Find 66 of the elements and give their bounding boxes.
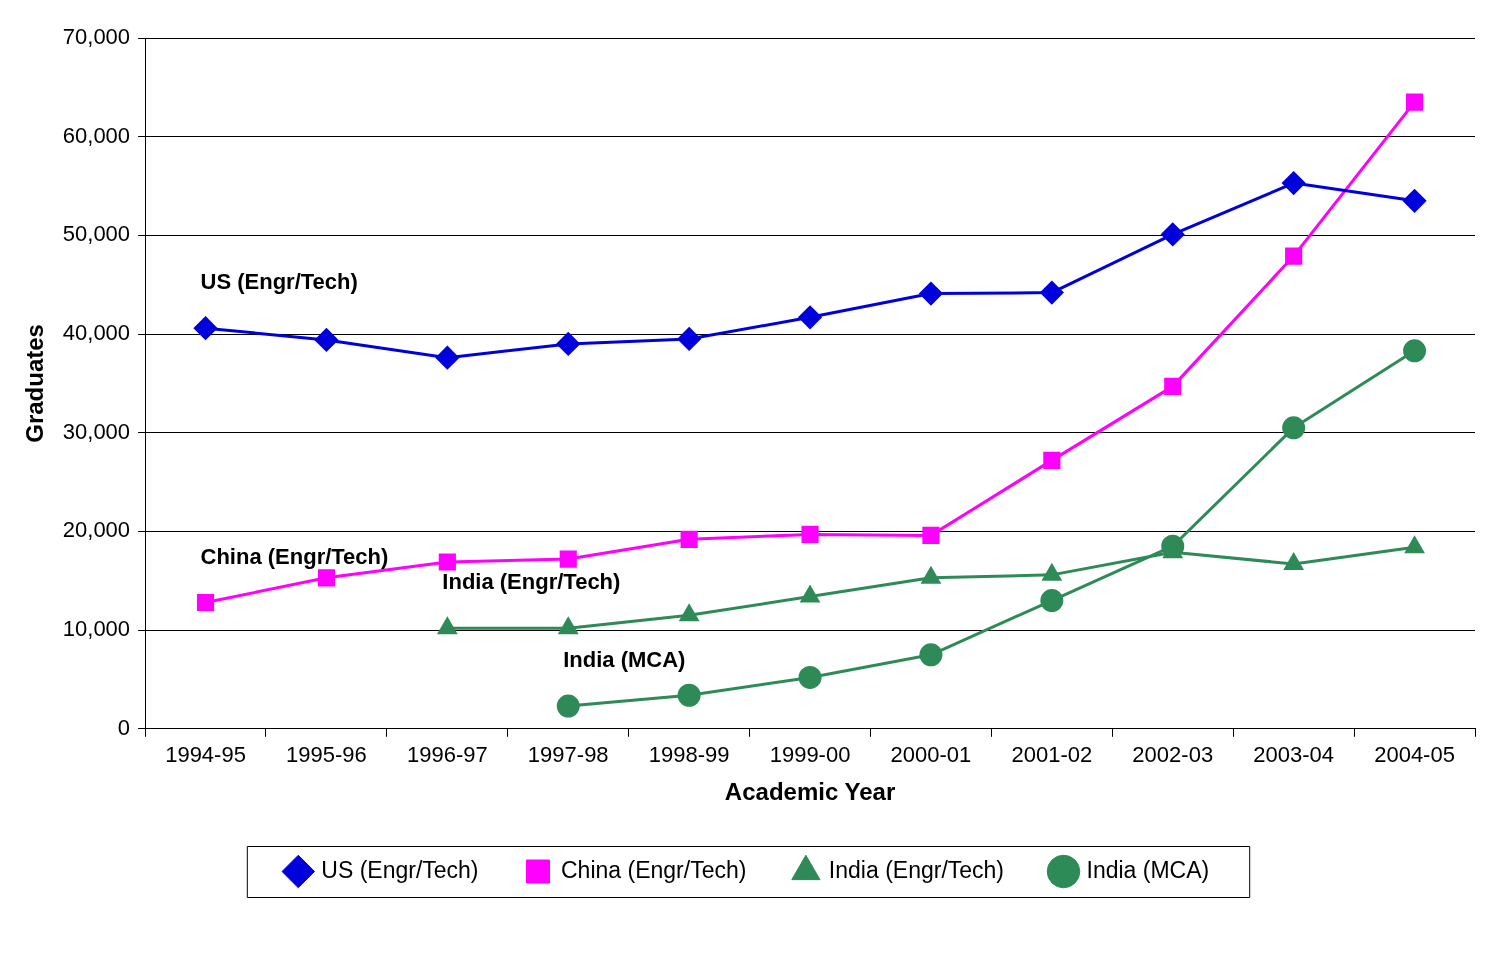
x-tick-label: 2004-05: [1374, 742, 1455, 768]
point: [1040, 589, 1064, 613]
point: [922, 526, 940, 544]
x-tick-label: 1997-98: [527, 742, 609, 768]
point: [196, 593, 215, 612]
point: [314, 328, 338, 352]
y-tick-label: 70,000: [62, 24, 131, 50]
x-tick-label: 1998-99: [648, 742, 730, 768]
point: [556, 332, 580, 356]
point: [438, 553, 456, 571]
x-axis-title: Academic Year: [724, 778, 896, 806]
x-tick-label: 2002-03: [1132, 742, 1214, 768]
point: [677, 683, 701, 707]
point: [919, 643, 943, 667]
point: [1282, 171, 1306, 195]
point: [680, 530, 698, 548]
point: [921, 567, 941, 584]
point: [438, 617, 457, 635]
point: [1284, 553, 1303, 570]
point: [435, 346, 459, 370]
legend-label: US (Engr/Tech): [321, 856, 479, 883]
point: [801, 525, 819, 543]
point: [679, 604, 699, 622]
point: [194, 316, 218, 340]
x-tick-label: 1994-95: [165, 742, 246, 768]
y-tick-label: 10,000: [62, 616, 131, 642]
point: [317, 569, 336, 587]
point: [1403, 189, 1427, 213]
point: [559, 550, 577, 568]
text: China (Engr/Tech): [200, 543, 389, 569]
x-tick-label: 2003-04: [1253, 742, 1335, 768]
x-tick-label: 2001-02: [1011, 742, 1093, 768]
point: [1164, 377, 1182, 395]
point: [1285, 247, 1303, 265]
point: [798, 305, 822, 329]
y-tick-label: 50,000: [62, 221, 131, 247]
y-tick-label: 20,000: [62, 517, 131, 543]
y-axis-title: Graduates: [21, 324, 49, 443]
y-tick-label: 60,000: [62, 122, 131, 148]
x-tick-label: 1996-97: [406, 742, 488, 768]
x-tick-label: 2000-01: [890, 742, 972, 768]
text: India (Engr/Tech): [442, 569, 621, 595]
legend-label: India (MCA): [1086, 856, 1210, 883]
point: [1405, 93, 1424, 111]
x-tick-label: 1999-00: [769, 742, 851, 768]
point: [1043, 451, 1061, 469]
point: [1403, 339, 1427, 363]
y-tick-label: 0: [117, 714, 131, 740]
point: [919, 282, 943, 306]
point: [677, 327, 701, 351]
point: [1040, 281, 1064, 305]
text: US (Engr/Tech): [200, 269, 358, 295]
point: [556, 694, 580, 718]
point: [558, 617, 578, 635]
y-tick-label: 30,000: [62, 418, 131, 444]
point: [798, 665, 822, 689]
text: India (MCA): [563, 647, 686, 673]
point: [1042, 564, 1062, 581]
point: [1405, 536, 1424, 554]
legend-label: India (Engr/Tech): [828, 856, 1005, 883]
point: [1161, 222, 1185, 246]
y-tick-label: 40,000: [62, 320, 131, 346]
point: [1282, 416, 1306, 440]
point: [800, 586, 820, 603]
legend-label: China (Engr/Tech): [561, 856, 747, 883]
x-tick-label: 1995-96: [286, 742, 367, 768]
